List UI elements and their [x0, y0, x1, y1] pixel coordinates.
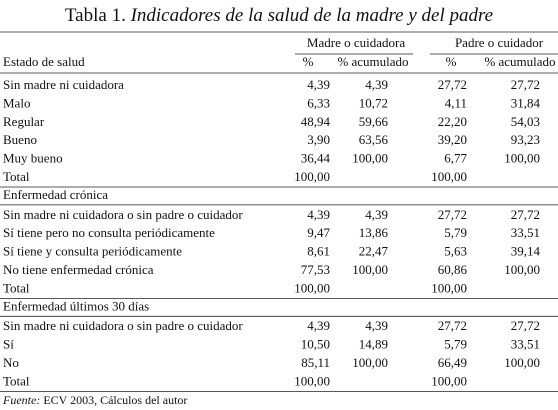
row-label: Muy bueno — [3, 151, 63, 166]
cell: 27,72 — [511, 77, 540, 92]
row-label: Sin madre ni cuidadora o sin padre o cui… — [3, 318, 243, 333]
cell: 77,53 — [301, 262, 330, 277]
cell: 100,00 — [352, 151, 388, 166]
cell: 14,89 — [359, 337, 388, 352]
section-title: Enfermedad últimos 30 días — [3, 298, 149, 313]
cell: 8,61 — [307, 244, 330, 259]
cell: 66,49 — [438, 355, 467, 370]
column-header: % acumulado — [337, 54, 408, 69]
row-label: Bueno — [3, 132, 37, 147]
cell: 4,39 — [307, 77, 330, 92]
row-label: Sí — [3, 337, 14, 352]
cell: 63,56 — [359, 132, 389, 147]
row-label: Sin madre ni cuidadora o sin padre o cui… — [3, 207, 243, 222]
row-label: Regular — [3, 114, 45, 129]
total-label: Total — [3, 373, 30, 388]
cell: 48,94 — [301, 114, 331, 129]
cell: 60,86 — [438, 262, 468, 277]
total-cell: 100,00 — [294, 280, 330, 295]
cell: 5,79 — [444, 337, 467, 352]
cell: 100,00 — [352, 355, 388, 370]
cell: 5,79 — [444, 225, 467, 240]
cell: 4,39 — [365, 207, 388, 222]
total-label: Total — [3, 169, 30, 184]
cell: 39,14 — [511, 244, 541, 259]
column-header: Estado de salud — [3, 54, 85, 69]
column-header: % — [303, 54, 314, 69]
cell: 4,11 — [445, 95, 467, 110]
title: Tabla 1. Indicadores de la salud de la m… — [65, 5, 493, 26]
cell: 27,72 — [438, 207, 467, 222]
cell: 33,51 — [511, 225, 540, 240]
cell: 100,00 — [504, 262, 540, 277]
cell: 93,23 — [511, 132, 540, 147]
section-title: Enfermedad crónica — [3, 187, 108, 202]
cell: 27,72 — [438, 318, 467, 333]
cell: 9,47 — [307, 225, 330, 240]
cell: 13,86 — [359, 225, 389, 240]
cell: 59,66 — [359, 114, 389, 129]
total-cell: 100,00 — [431, 280, 467, 295]
cell: 22,47 — [359, 244, 389, 259]
source-text: ECV 2003, Cálculos del autor — [43, 393, 187, 407]
cell: 6,77 — [444, 151, 467, 166]
row-label: Sí tiene y consulta periódicamente — [3, 244, 182, 259]
source: Fuente: ECV 2003, Cálculos del autor — [2, 393, 187, 407]
cell: 10,50 — [301, 337, 330, 352]
cell: 33,51 — [511, 337, 540, 352]
total-cell: 100,00 — [294, 169, 330, 184]
group-header: Padre o cuidador — [455, 35, 544, 50]
row-label: No — [3, 355, 19, 370]
total-label: Total — [3, 280, 30, 295]
cell: 31,84 — [511, 95, 541, 110]
cell: 4,39 — [365, 318, 388, 333]
column-header: % acumulado — [484, 54, 555, 69]
cell: 4,39 — [365, 77, 388, 92]
cell: 100,00 — [504, 151, 540, 166]
cell: 39,20 — [438, 132, 467, 147]
column-header: % — [446, 54, 457, 69]
cell: 4,39 — [307, 207, 330, 222]
cell: 22,20 — [438, 114, 467, 129]
row-label: Sí tiene pero no consulta periódicamente — [3, 225, 215, 240]
cell: 85,11 — [301, 355, 330, 370]
cell: 27,72 — [511, 318, 540, 333]
row-label: No tiene enfermedad crónica — [3, 262, 154, 277]
total-cell: 100,00 — [431, 373, 467, 388]
group-header: Madre o cuidadora — [307, 35, 405, 50]
cell: 3,90 — [307, 132, 330, 147]
cell: 100,00 — [352, 262, 388, 277]
cell: 4,39 — [307, 318, 330, 333]
cell: 5,63 — [444, 244, 467, 259]
row-label: Sin madre ni cuidadora — [3, 77, 124, 92]
cell: 36,44 — [301, 151, 331, 166]
source-label: Fuente: — [2, 393, 40, 407]
title-label: Tabla 1. — [65, 5, 126, 26]
cell: 100,00 — [504, 355, 540, 370]
row-label: Malo — [3, 95, 30, 110]
cell: 6,33 — [307, 95, 330, 110]
cell: 27,72 — [511, 207, 540, 222]
cell: 54,03 — [511, 114, 540, 129]
cell: 10,72 — [359, 95, 388, 110]
total-cell: 100,00 — [431, 169, 467, 184]
cell: 27,72 — [438, 77, 467, 92]
title-text: Indicadores de la salud de la madre y de… — [130, 5, 494, 26]
total-cell: 100,00 — [294, 373, 330, 388]
